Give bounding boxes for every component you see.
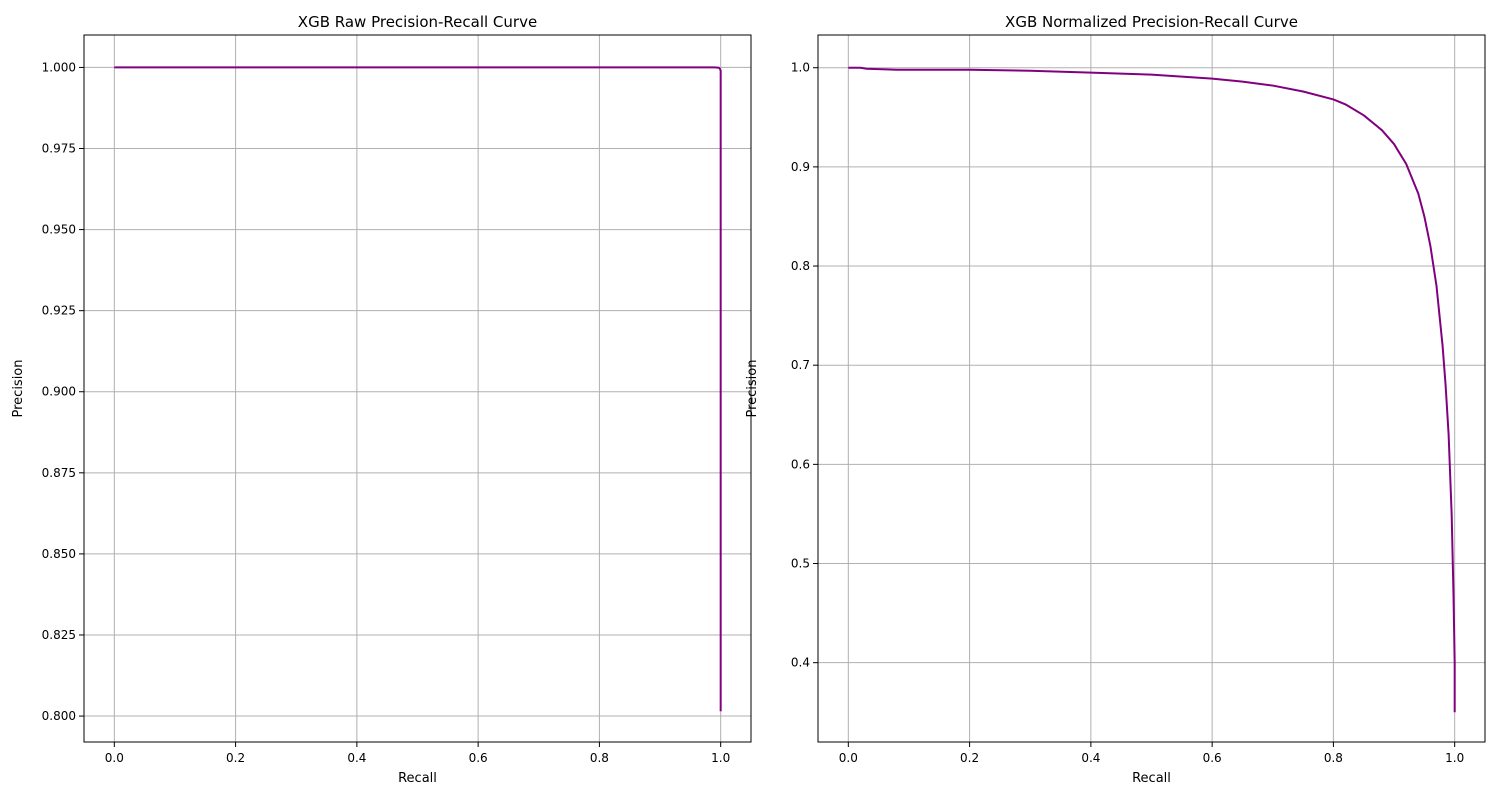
y-axis-label: Precision [745, 359, 760, 417]
x-tick-label: 0.4 [347, 751, 366, 765]
x-axis-label: Recall [1132, 771, 1171, 786]
y-tick-label: 0.875 [42, 466, 76, 480]
y-tick-label: 1.0 [791, 61, 810, 75]
x-tick-label: 0.6 [1203, 751, 1222, 765]
y-tick-label: 0.900 [42, 385, 76, 399]
x-tick-label: 0.2 [960, 751, 979, 765]
chart-title: XGB Normalized Precision-Recall Curve [1005, 13, 1298, 31]
y-tick-label: 0.800 [42, 709, 76, 723]
y-tick-label: 0.9 [791, 160, 810, 174]
y-tick-label: 0.975 [42, 142, 76, 156]
normalized-pr-chart: 0.0 0.2 0.4 0.6 0.8 1.0 0.4 0.5 0.6 0.7 0.8 0.9 1.0 X… [745, 13, 1486, 786]
y-tick-label: 0.825 [42, 628, 76, 642]
y-tick-label: 0.925 [42, 304, 76, 318]
x-axis-label: Recall [398, 771, 437, 786]
x-tick-label: 0.2 [226, 751, 245, 765]
x-tick-label: 1.0 [711, 751, 730, 765]
y-tick-label: 0.950 [42, 223, 76, 237]
chart-title: XGB Raw Precision-Recall Curve [298, 13, 537, 31]
raw-pr-chart: 0.0 0.2 0.4 0.6 0.8 1.0 0.800 0.825 0.850 0.875 0.… [11, 13, 752, 786]
x-tick-label: 0.0 [839, 751, 858, 765]
y-tick-label: 0.4 [791, 656, 810, 670]
x-tick-label: 0.4 [1081, 751, 1100, 765]
y-tick-label: 1.000 [42, 60, 76, 74]
x-tick-label: 1.0 [1445, 751, 1464, 765]
pr-curve-line [114, 66, 722, 712]
x-tick-label: 0.8 [1324, 751, 1343, 765]
y-tick-label: 0.5 [791, 557, 810, 571]
y-tick-label: 0.8 [791, 259, 810, 273]
x-tick-label: 0.0 [105, 751, 124, 765]
x-tick-label: 0.8 [590, 751, 609, 765]
plot-frame [817, 34, 1486, 743]
pr-curve-line [848, 66, 1456, 713]
y-tick-label: 0.850 [42, 547, 76, 561]
y-tick-label: 0.7 [791, 358, 810, 372]
x-tick-label: 0.6 [469, 751, 488, 765]
y-axis-label: Precision [11, 359, 26, 417]
plot-frame [83, 34, 752, 743]
y-tick-label: 0.6 [791, 457, 810, 471]
